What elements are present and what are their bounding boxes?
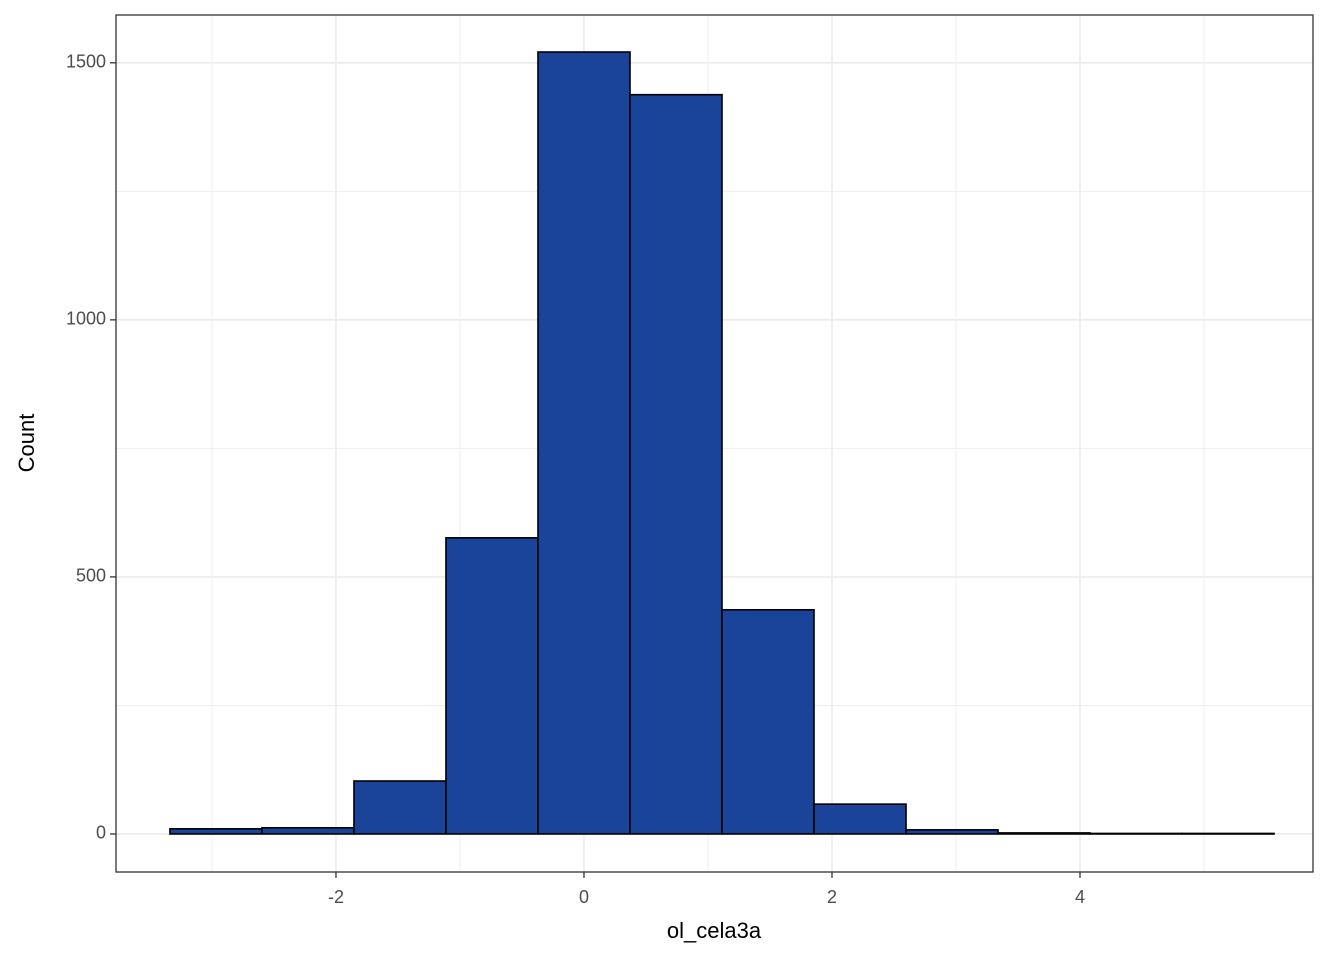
x-tick-label: 0: [579, 887, 589, 907]
bar: [537, 51, 631, 835]
x-tick-label: 2: [827, 887, 837, 907]
bar: [721, 609, 815, 835]
bar: [813, 803, 907, 835]
x-tick-label: -2: [328, 887, 344, 907]
x-tick-label: 4: [1075, 887, 1085, 907]
bar: [445, 537, 539, 835]
bar: [1181, 832, 1275, 835]
bar: [1089, 832, 1183, 835]
bar: [169, 828, 263, 835]
panel-border: [115, 14, 1314, 873]
y-tick-label: 1500: [66, 52, 106, 72]
y-tick-label: 1000: [66, 309, 106, 329]
bar: [997, 832, 1091, 835]
x-axis-label: ol_cela3a: [667, 918, 762, 943]
bar: [261, 826, 355, 835]
y-axis-label: Count: [14, 414, 39, 473]
y-tick-label: 500: [76, 566, 106, 586]
bar: [629, 93, 723, 835]
bar: [353, 780, 447, 835]
y-tick-label: 0: [96, 823, 106, 843]
bar: [905, 829, 999, 835]
